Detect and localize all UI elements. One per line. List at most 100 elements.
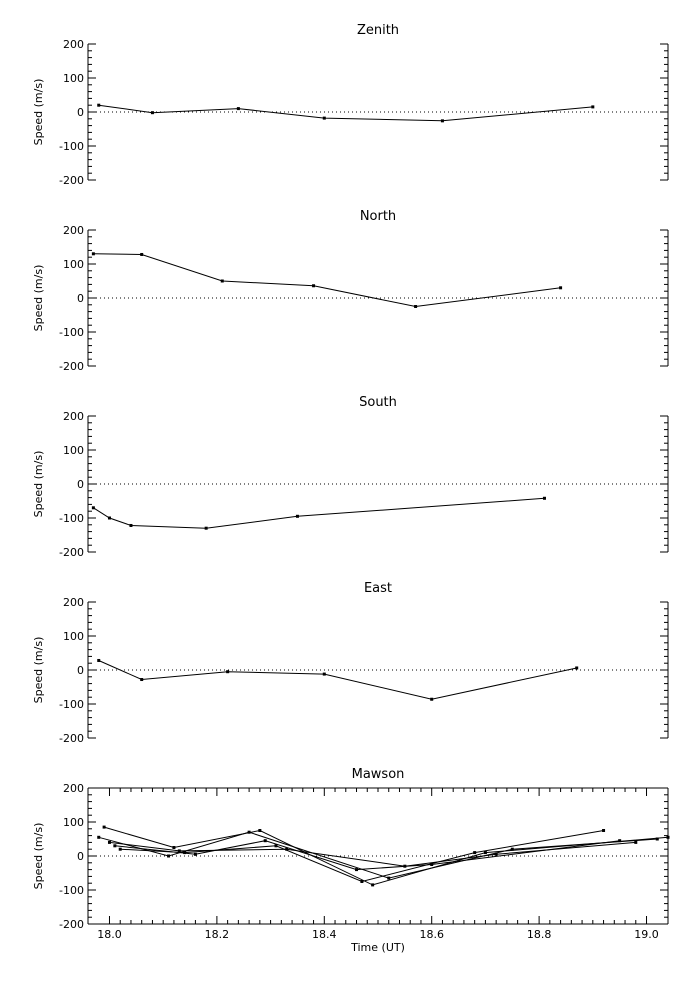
data-point <box>355 868 359 872</box>
y-tick-label: -100 <box>59 326 84 339</box>
y-tick-label: -200 <box>59 174 84 187</box>
data-point <box>483 851 487 855</box>
data-point <box>263 839 267 843</box>
data-point <box>473 851 477 855</box>
data-point <box>510 847 514 851</box>
y-axis-label: Speed (m/s) <box>32 451 45 518</box>
chart-panels: Zenith -200 -100 0 100 200 Speed (m/s) North -20… <box>32 23 670 954</box>
chart-panel-south: South -200 -100 0 100 200 Speed (m/s) <box>32 395 669 559</box>
chart-panel-zenith: Zenith -200 -100 0 100 200 Speed (m/s) <box>32 23 669 187</box>
data-point <box>150 111 154 115</box>
data-point <box>285 847 289 851</box>
x-tick-label: 19.0 <box>634 928 659 941</box>
data-point <box>634 840 638 844</box>
data-point <box>440 119 444 123</box>
data-point <box>655 837 659 841</box>
data-point <box>387 876 391 880</box>
y-tick-label: -200 <box>59 546 84 559</box>
data-point <box>430 863 434 866</box>
data-point <box>322 116 326 120</box>
data-point <box>258 829 262 832</box>
chart-panel-mawson: Mawson -200 -100 0 100 200 Speed (m/s) 18.0 18.2… <box>32 767 670 954</box>
panel-title: Mawson <box>352 767 405 782</box>
series-line-3 <box>98 831 658 879</box>
panel-title: North <box>360 209 396 224</box>
data-point <box>430 697 434 701</box>
data-point <box>236 107 240 111</box>
x-tick-label: 18.2 <box>205 928 230 941</box>
data-point <box>172 846 176 849</box>
data-point <box>226 670 230 674</box>
data-point <box>204 526 208 530</box>
y-axis-label: Speed (m/s) <box>32 823 45 890</box>
data-point <box>559 286 563 290</box>
y-tick-label: 200 <box>63 38 84 51</box>
data-point <box>371 883 375 887</box>
y-tick-label: 0 <box>77 478 84 491</box>
data-point <box>602 829 606 832</box>
y-axis-label: Speed (m/s) <box>32 79 45 146</box>
y-axis-label: Speed (m/s) <box>32 265 45 332</box>
y-tick-label: 100 <box>63 444 84 457</box>
series-line-4 <box>120 830 604 883</box>
data-point <box>107 516 111 520</box>
data-point <box>91 506 95 510</box>
x-tick-label: 18.4 <box>312 928 337 941</box>
data-point <box>129 523 133 527</box>
data-point <box>97 835 101 839</box>
series-line-2 <box>114 840 620 871</box>
series-line-1 <box>93 497 545 529</box>
data-point <box>591 105 595 109</box>
y-tick-label: 0 <box>77 106 84 119</box>
chart-panel-north: North -200 -100 0 100 200 Speed (m/s) <box>32 209 669 373</box>
data-point <box>295 514 299 518</box>
y-tick-label: -100 <box>59 512 84 525</box>
y-tick-label: 100 <box>63 72 84 85</box>
y-tick-label: 0 <box>77 664 84 677</box>
data-point <box>247 830 251 834</box>
y-tick-label: 200 <box>63 224 84 237</box>
y-tick-label: 0 <box>77 292 84 305</box>
x-tick-label: 18.0 <box>97 928 122 941</box>
data-point <box>118 847 122 851</box>
data-point <box>140 678 144 682</box>
data-point <box>494 852 498 856</box>
data-point <box>322 672 326 676</box>
data-point <box>193 852 197 856</box>
series-line-1 <box>98 660 577 700</box>
data-point <box>140 252 144 256</box>
data-point <box>542 496 546 500</box>
y-tick-label: 200 <box>63 782 84 795</box>
data-point <box>107 840 111 844</box>
data-point <box>274 844 278 848</box>
series-line-1 <box>103 826 669 886</box>
data-point <box>97 658 101 662</box>
series-line-5 <box>109 841 636 867</box>
data-point <box>97 103 101 107</box>
y-tick-label: -100 <box>59 884 84 897</box>
data-point <box>113 844 117 848</box>
series-line-1 <box>98 104 593 122</box>
panel-title: Zenith <box>357 23 399 38</box>
y-tick-label: 200 <box>63 596 84 609</box>
panel-title: East <box>364 581 392 596</box>
data-point <box>91 252 95 256</box>
series-line-1 <box>93 253 561 308</box>
y-tick-label: 100 <box>63 816 84 829</box>
y-tick-label: -200 <box>59 918 84 931</box>
data-point <box>403 864 407 868</box>
y-tick-label: 200 <box>63 410 84 423</box>
chart-panel-east: East -200 -100 0 100 200 Speed (m/s) <box>32 581 669 745</box>
y-tick-label: -100 <box>59 140 84 153</box>
data-point <box>618 839 622 843</box>
data-point <box>102 825 106 829</box>
x-tick-label: 18.8 <box>527 928 552 941</box>
data-point <box>312 284 316 288</box>
data-point <box>220 279 224 283</box>
panel-title: South <box>359 395 397 410</box>
data-point <box>666 835 670 839</box>
y-axis-label: Speed (m/s) <box>32 637 45 704</box>
y-tick-label: -200 <box>59 360 84 373</box>
y-tick-label: 100 <box>63 258 84 271</box>
